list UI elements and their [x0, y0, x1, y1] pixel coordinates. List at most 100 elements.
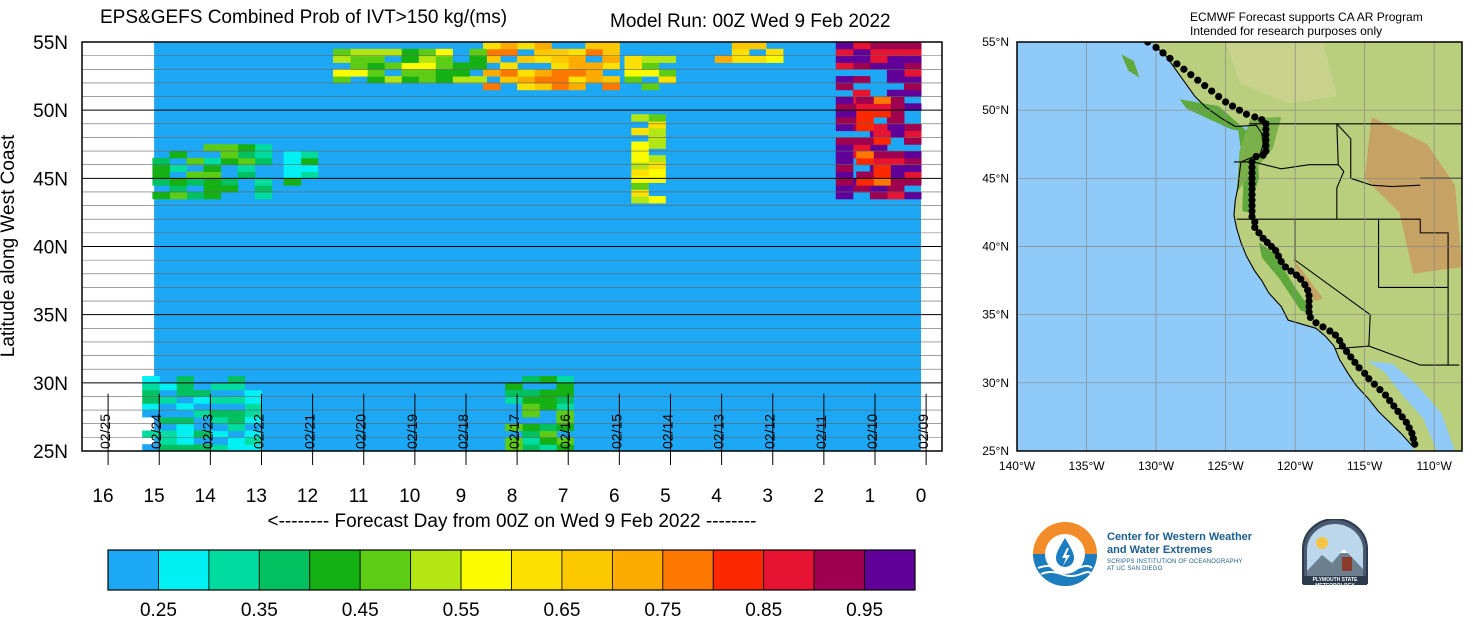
heat-cell — [835, 171, 854, 179]
heat-cell — [534, 48, 552, 57]
heat-cell — [856, 96, 874, 104]
xtick-label: 11 — [349, 486, 369, 507]
heat-cell — [748, 55, 767, 63]
heat-cell — [244, 403, 262, 411]
heat-cell — [517, 69, 535, 77]
heat-cell — [254, 178, 273, 186]
heat-cell — [522, 437, 540, 445]
landfall-point — [1242, 110, 1251, 118]
heat-cell — [568, 55, 586, 63]
heat-cell — [852, 42, 871, 50]
heat-cell — [856, 137, 874, 145]
heat-cell — [873, 164, 891, 173]
heat-cell — [631, 155, 649, 163]
heat-cell — [210, 416, 228, 425]
heat-cell — [505, 389, 523, 397]
heat-cell — [210, 382, 228, 391]
heat-feature — [714, 42, 784, 63]
heat-cell — [142, 410, 160, 418]
heat-cell — [500, 48, 518, 57]
heat-cell — [159, 389, 177, 397]
gulf-of-california — [1367, 361, 1456, 451]
colorbar-tick-label: 0.55 — [443, 600, 480, 621]
heat-cell — [227, 410, 245, 418]
heat-cell — [220, 178, 239, 186]
haida-gwaii — [1121, 54, 1140, 78]
heat-cell — [469, 62, 487, 70]
heat-cell — [903, 82, 922, 91]
heat-cell — [469, 76, 487, 84]
heat-cell — [886, 69, 905, 77]
colorbar-swatch — [864, 549, 916, 591]
heat-cell — [873, 96, 891, 104]
heat-cell — [903, 178, 922, 186]
landfall-point — [1365, 375, 1373, 383]
heat-cell — [418, 55, 436, 63]
heat-cell — [903, 103, 922, 111]
xtick-label: 4 — [711, 486, 722, 507]
ytick-label: 25N — [33, 442, 68, 463]
heat-cell — [418, 76, 436, 84]
date-label: 02/19 — [404, 414, 420, 449]
heat-cell — [435, 76, 453, 84]
landfall-point — [1319, 323, 1327, 331]
map-xtick-label: 135°W — [1068, 459, 1105, 473]
heat-feature — [142, 376, 262, 452]
date-label: 02/25 — [97, 414, 113, 449]
landfall-point — [1411, 440, 1419, 448]
heat-feature — [505, 376, 574, 452]
colorbar-swatch — [511, 549, 563, 591]
heat-cell — [300, 164, 319, 173]
heat-cell — [873, 103, 891, 111]
heat-cell — [254, 191, 273, 200]
heat-cell — [539, 396, 557, 404]
heat-cell — [903, 130, 922, 138]
landfall-point — [1305, 302, 1313, 311]
landfall-point — [1305, 291, 1313, 300]
heat-cell — [886, 76, 905, 84]
heat-cell — [227, 382, 245, 391]
heat-cell — [142, 403, 160, 411]
heat-cell — [534, 82, 552, 91]
heat-cell — [237, 157, 256, 166]
map-xtick-label: 120°W — [1277, 459, 1314, 473]
heat-cell — [522, 430, 540, 438]
date-label: 02/22 — [250, 414, 266, 449]
heat-cell — [418, 69, 436, 77]
heat-cell — [568, 82, 586, 91]
landfall-point — [1248, 174, 1256, 182]
heat-cell — [602, 42, 620, 50]
coastline — [1152, 44, 1413, 446]
heat-cell — [648, 134, 666, 143]
landfall-point — [1301, 281, 1309, 289]
landfall-point — [1187, 71, 1195, 79]
heat-cell — [641, 82, 660, 91]
heat-cell — [469, 48, 487, 57]
landfall-point — [1287, 267, 1295, 275]
landfall-point — [1305, 308, 1313, 316]
heat-cell — [350, 62, 368, 70]
heat-cell — [505, 423, 523, 432]
heat-cell — [517, 76, 535, 84]
landfall-point — [1251, 218, 1259, 226]
heat-cell — [534, 69, 552, 77]
heat-cell — [869, 123, 888, 132]
heat-cell — [367, 62, 385, 70]
map-ytick-label: 35°N — [982, 308, 1009, 322]
heat-cell — [648, 127, 666, 136]
heat-cell — [631, 127, 649, 136]
heat-cell — [568, 62, 586, 70]
heat-cell — [624, 55, 643, 63]
heat-cell — [539, 423, 557, 432]
heat-cell — [244, 382, 262, 391]
heat-cell — [500, 69, 518, 77]
heat-cell — [631, 182, 649, 190]
landfall-point — [1152, 43, 1160, 52]
heat-cell — [869, 62, 888, 70]
heat-cell — [641, 55, 660, 63]
heat-cell — [852, 89, 871, 98]
heat-cell — [237, 144, 256, 152]
landfall-point — [1262, 125, 1270, 133]
heat-cell — [159, 382, 177, 391]
colorbar-swatch — [258, 549, 311, 591]
